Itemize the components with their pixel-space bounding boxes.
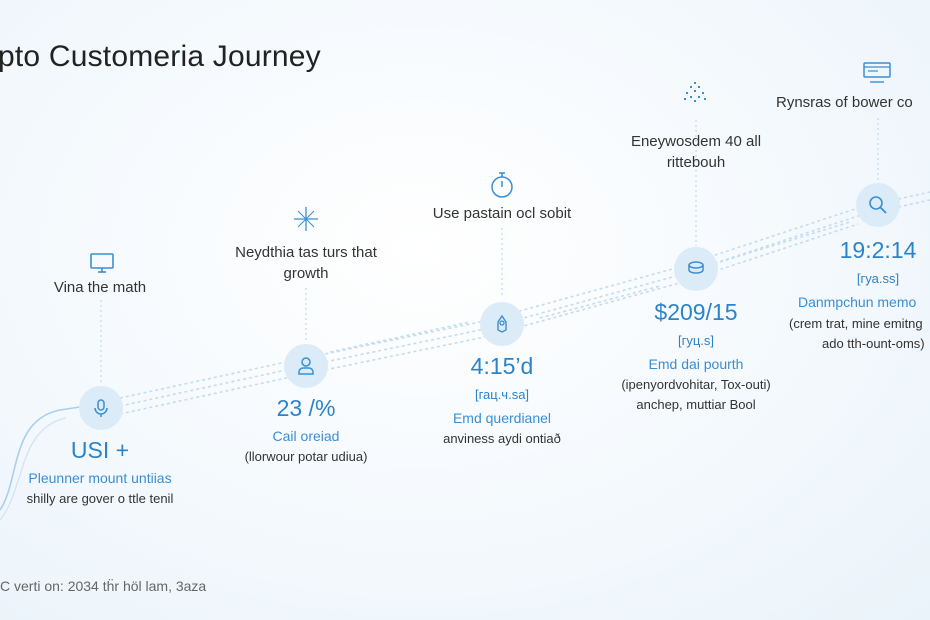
left-swoosh <box>0 403 101 511</box>
hands-icon <box>497 314 507 333</box>
stage-2-value: 23 /% <box>276 395 336 421</box>
stage-3-circle <box>480 302 524 346</box>
stage-1-top-label: Vina the math <box>0 277 200 298</box>
stage-3-small-text: anviness aydi ontiað <box>402 429 602 449</box>
stage-4-small-text-line-2: anchep, muttiar Bool <box>636 397 756 412</box>
stage-3-top-label: Use pastain ocl sobit <box>402 203 602 224</box>
stage-5-small-text-line-2: ado tth-ount-oms) <box>822 336 925 351</box>
stage-1-top-label-line: Vina the math <box>53 279 147 296</box>
stage-5-value: 19:2:14 <box>839 237 917 263</box>
stage-2-top-label-line-2: growth <box>283 265 329 282</box>
stage-4-blue-text: Emd dai pourth <box>648 356 744 372</box>
stage-2-blue-text: Cail oreiad <box>272 428 340 444</box>
stage-5-sub: [гуа.ѕѕ] <box>856 271 900 286</box>
stage-4-top-label-line-1: Eneywosdem 40 all <box>630 133 762 150</box>
stage-1-value: USI + <box>70 437 130 463</box>
stage-2-small-text-line: (llorwour potar udiua) <box>244 449 368 464</box>
coins-icon <box>688 261 704 274</box>
page-title: pto Customeria Journey <box>0 40 360 74</box>
stage-4-top-label: Eneywosdem 40 all rittebouh <box>596 131 796 173</box>
stopwatch-icon <box>491 172 513 198</box>
stage-3-top-label-line: Use pastain ocl sobit <box>432 205 572 222</box>
search-icon <box>869 196 887 214</box>
stage-4-value: $209/15 <box>654 299 738 325</box>
stage-5-small-text: (crem trat, mine emitng ado tth-ount-oms… <box>780 314 930 354</box>
stage-2-circle <box>284 344 328 388</box>
vertical-connectors <box>100 118 879 385</box>
stage-4-small-text: (ipenyordvohitar, Tox-outi) anchep, mutt… <box>596 375 796 415</box>
stage-2-top-label: Neydthia tas turs that growth <box>206 242 406 284</box>
stage-3-sub: [гац.ч.ѕа] <box>474 387 530 402</box>
signal-icon <box>684 82 706 102</box>
monitor-icon <box>90 253 114 273</box>
stage-1-circle <box>79 386 123 430</box>
stage-2-top-label-line-1: Neydthia tas turs that <box>235 244 377 261</box>
stage-5-top-label-line: Rynsras of bower co <box>776 94 913 111</box>
stage-5-top-label: Rynsras of bower co <box>760 92 930 113</box>
stage-2-small-text: (llorwour potar udiua) <box>206 447 406 467</box>
person-icon <box>298 357 314 375</box>
stage-1-small-text-line: shilly are gover o ttle tenil <box>26 491 174 506</box>
stage-1-small-text: shilly are gover o ttle tenil <box>0 489 200 509</box>
stage-3-blue-text: Emd querdianel <box>452 410 552 426</box>
page-title-text: pto Customeria Journey <box>0 40 321 73</box>
stage-3-value: 4:15’d <box>470 353 534 379</box>
stage-4-sub: [гуц.ѕ] <box>677 333 715 348</box>
sparkle-icon <box>294 207 318 231</box>
microphone-icon <box>94 399 108 417</box>
stage-1-blue-text: Pleunner mount untiias <box>28 470 172 486</box>
stage-5-blue-text: Danmpchun memo <box>780 294 930 310</box>
stage-3-small-text-line: anviness aydi ontiað <box>443 431 561 446</box>
stage-4-top-label-line-2: rittebouh <box>666 154 726 171</box>
stage-5-blue-text-line: Danmpchun memo <box>798 294 917 310</box>
stage-4-small-text-line-1: (ipenyordvohitar, Tox-outi) <box>621 377 771 392</box>
stage-5-small-text-line-1: (crem trat, mine emitng <box>789 316 923 331</box>
window-icon <box>863 62 891 83</box>
stage-4-circle <box>674 247 718 291</box>
footer-note: C verti on: 2034 tḧr höl lam, 3aza <box>0 578 207 594</box>
stage-5-circle <box>856 183 900 227</box>
